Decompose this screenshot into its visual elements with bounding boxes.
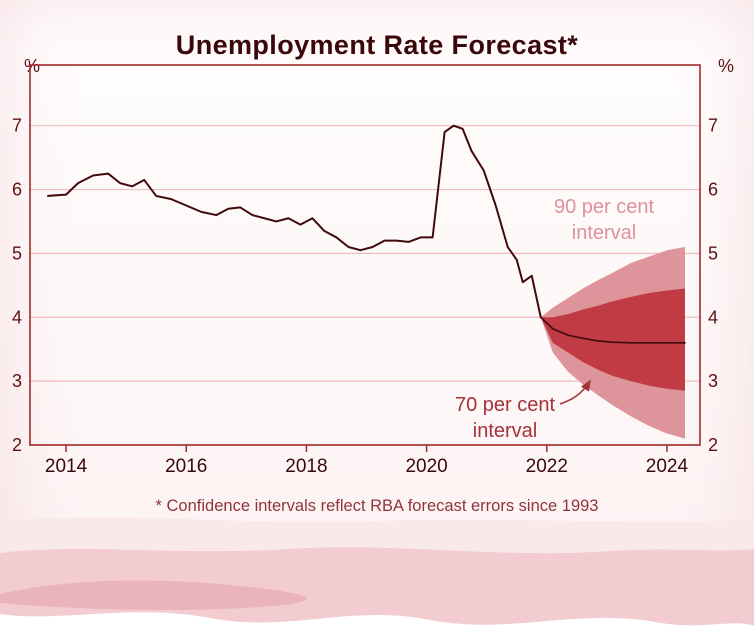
annotation-90-line2: interval: [571, 222, 637, 244]
forecast-central-line: [539, 316, 686, 344]
y-axis-unit-right: %: [717, 56, 734, 76]
y-tick-label-left: 6: [12, 180, 22, 200]
annotation-70-per-cent-interval: 70 per cent interval: [424, 392, 586, 444]
y-tick-label-right: 7: [708, 116, 718, 136]
annotation-90-per-cent-interval: 90 per cent interval: [516, 194, 692, 246]
x-tick-label: 2018: [285, 456, 327, 477]
y-tick-label-left: 5: [12, 243, 22, 263]
annotation-70-line1: 70 per cent: [454, 394, 556, 416]
x-tick-label: 2022: [526, 456, 568, 477]
x-tick-label: 2016: [165, 456, 207, 477]
y-tick-label-right: 5: [708, 243, 718, 263]
annotation-70-arrow: [559, 379, 591, 405]
annotation-90-line1: 90 per cent: [553, 196, 655, 218]
y-tick-label-left: 4: [12, 307, 22, 327]
chart-footnote: * Confidence intervals reflect RBA forec…: [155, 497, 599, 515]
y-tick-label-left: 2: [12, 435, 22, 455]
y-axis-unit-left: %: [24, 56, 41, 76]
x-tick-label: 2020: [405, 456, 447, 477]
x-tick-label: 2024: [646, 456, 689, 477]
y-tick-label-right: 6: [708, 180, 718, 200]
chart-title: Unemployment Rate Forecast*: [175, 30, 579, 61]
history-line: [47, 124, 542, 319]
annotation-70-line2: interval: [472, 420, 538, 442]
band-70-per-cent: [540, 288, 685, 391]
y-tick-label-right: 2: [708, 435, 718, 455]
y-tick-label-right: 3: [708, 371, 718, 391]
y-tick-label-left: 7: [12, 116, 22, 136]
y-tick-label-right: 4: [708, 307, 718, 327]
plot-frame: [29, 64, 701, 446]
y-tick-label-left: 3: [12, 371, 22, 391]
x-tick-label: 2014: [45, 456, 88, 477]
